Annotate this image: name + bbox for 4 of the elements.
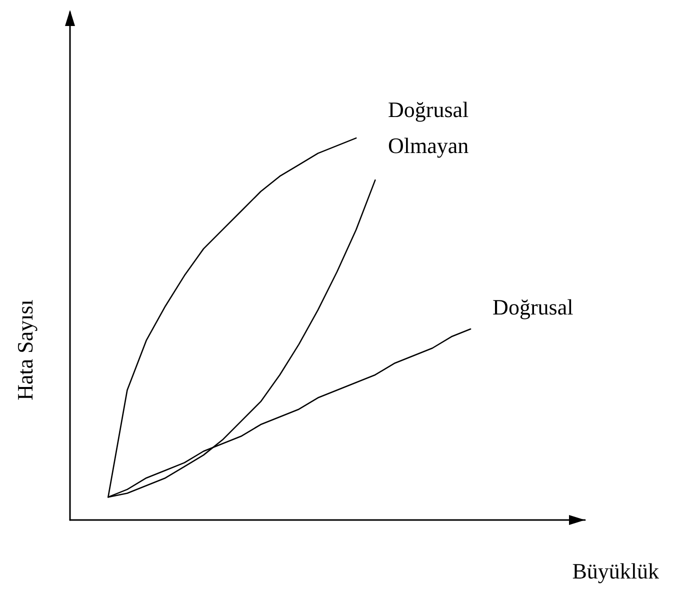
- series-label: Doğrusal: [492, 294, 574, 320]
- y-axis-title: Hata Sayısı: [12, 300, 38, 400]
- annotation: Doğrusal Olmayan: [388, 96, 470, 160]
- x-axis-title: Büyüklük: [572, 558, 660, 584]
